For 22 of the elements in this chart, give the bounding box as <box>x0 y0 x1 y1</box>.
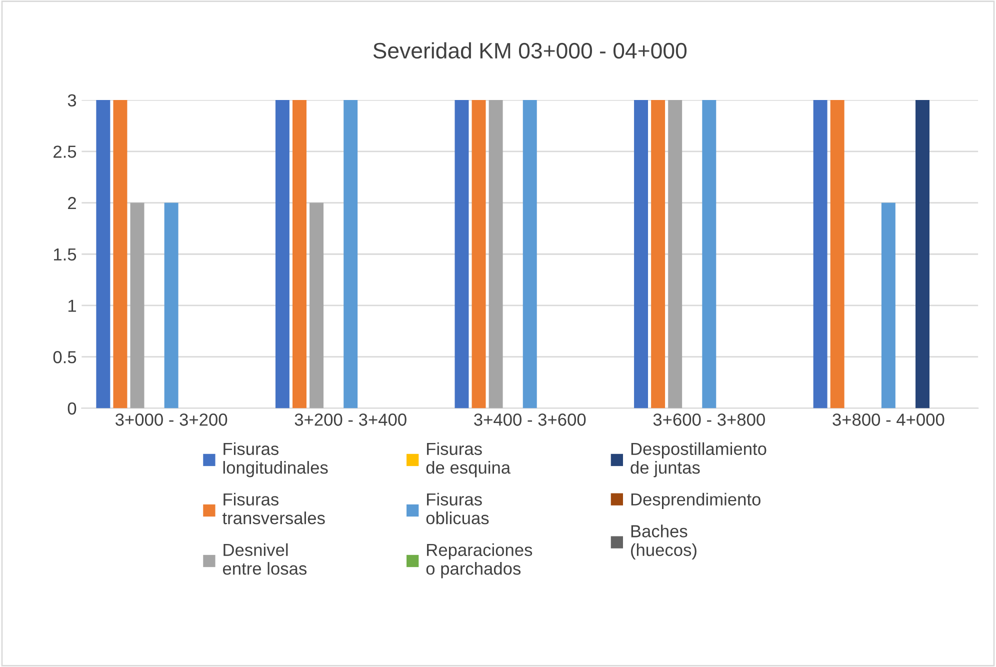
x-tick-label: 3+200 - 3+400 <box>294 414 406 426</box>
legend-label: Fisuras oblicuas <box>426 492 489 524</box>
legend-label: Desprendimiento <box>631 492 760 510</box>
y-tick-label: 1 <box>68 300 76 312</box>
y-tick-label: 0.5 <box>53 351 76 364</box>
y-tick-label: 3 <box>68 94 76 107</box>
y-tick-label: 1.5 <box>54 248 76 261</box>
legend-label: Baches (huecos) <box>631 524 696 560</box>
legend-label: Desnivel entre losas <box>222 543 307 575</box>
legend-label: Fisuras de esquina <box>426 442 511 478</box>
y-tick-label: 0 <box>68 402 76 415</box>
chart-title: Severidad KM 03+000 - 04+000 <box>373 42 687 59</box>
legend-label: Fisuras transversales <box>222 492 325 524</box>
y-tick-label: 2.5 <box>54 146 76 158</box>
x-tick-label: 3+600 - 3+800 <box>653 414 765 426</box>
x-tick-label: 3+800 - 4+000 <box>832 414 944 426</box>
y-tick-label: 2 <box>68 196 76 210</box>
x-tick-label: 3+000 - 3+200 <box>116 414 228 426</box>
legend-label: Despostillamiento de juntas <box>630 442 766 478</box>
legend-label: Reparaciones o parchados <box>426 543 532 578</box>
x-tick-label: 3+400 - 3+600 <box>474 414 586 426</box>
legend-label: Fisuras longitudinales <box>223 442 328 478</box>
